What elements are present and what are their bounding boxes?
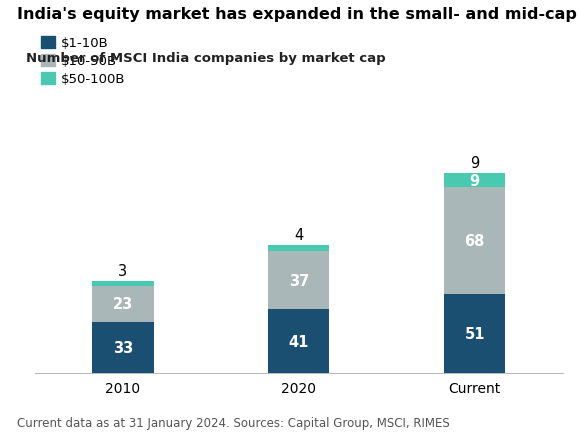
Bar [92,286,154,322]
Bar [92,322,154,373]
Bar [444,294,505,373]
Bar [444,188,505,294]
Text: Current data as at 31 January 2024. Sources: Capital Group, MSCI, RIMES: Current data as at 31 January 2024. Sour… [17,416,450,429]
Legend: $1-10B, $10-50B, $50-100B: $1-10B, $10-50B, $50-100B [41,37,126,86]
Text: 3: 3 [118,263,128,278]
Text: 41: 41 [288,334,309,349]
Text: 68: 68 [465,233,485,248]
Text: Number of MSCI India companies by market cap: Number of MSCI India companies by market… [26,52,386,65]
Text: 37: 37 [289,273,309,288]
Text: 33: 33 [113,340,133,355]
Bar [268,309,329,373]
Bar [444,174,505,188]
Text: 4: 4 [294,227,303,243]
Bar [92,281,154,286]
Text: 9: 9 [470,174,480,188]
Text: India's equity market has expanded in the small- and mid-cap space: India's equity market has expanded in th… [17,7,580,21]
Bar [268,246,329,252]
Text: 9: 9 [470,156,479,171]
Text: 23: 23 [113,296,133,312]
Bar [268,252,329,309]
Text: 51: 51 [465,326,485,341]
